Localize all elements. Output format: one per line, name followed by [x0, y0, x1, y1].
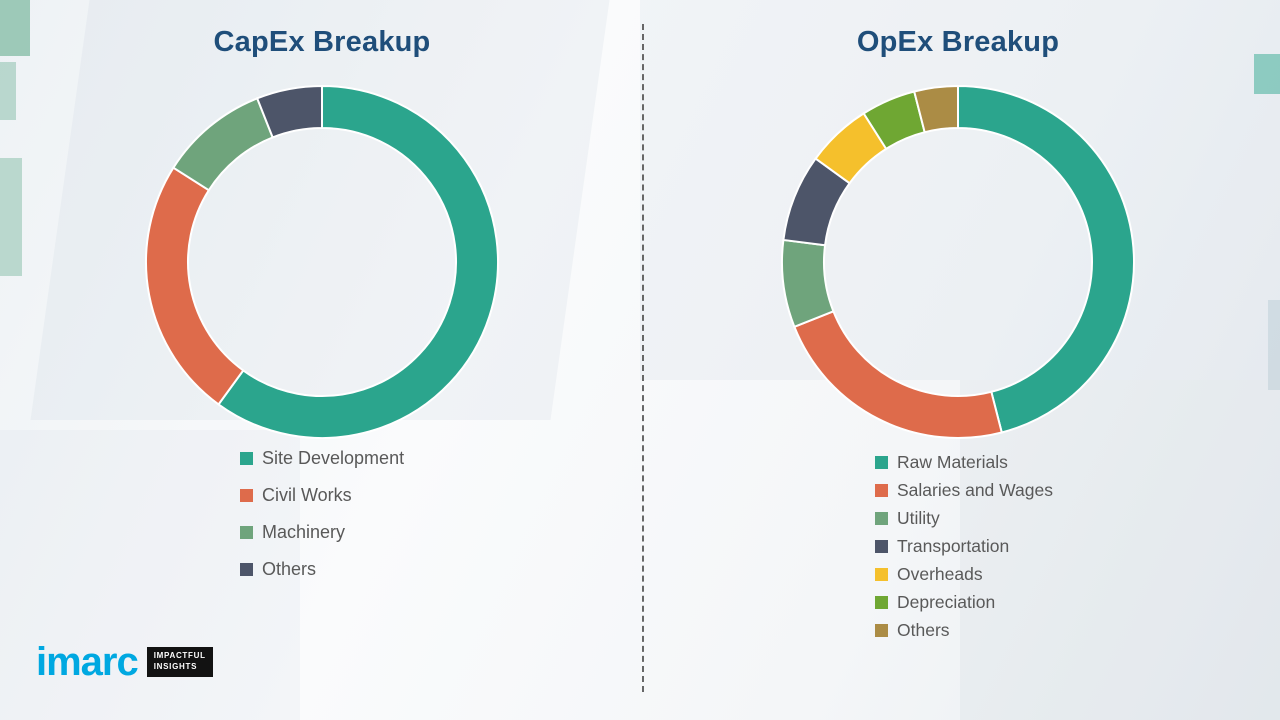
legend-swatch [875, 512, 888, 525]
legend-item-site-development: Site Development [240, 448, 404, 469]
opex-title: OpEx Breakup [856, 26, 1060, 58]
legend-item-others: Others [240, 559, 404, 580]
legend-label: Transportation [897, 536, 1010, 556]
legend-label: Utility [897, 508, 940, 528]
legend-item-raw-materials: Raw Materials [875, 452, 1053, 473]
donut-segment-salaries-and-wages [793, 310, 1003, 439]
section-divider [642, 24, 644, 692]
legend-label: Salaries and Wages [897, 480, 1053, 500]
legend-label: Civil Works [262, 485, 352, 505]
legend-label: Site Development [262, 448, 405, 468]
capex-donut-chart [145, 84, 499, 439]
imarc-logo: imarc IMPACTFUL INSIGHTS [36, 642, 213, 682]
opex-legend: Raw Materials Salaries and Wages Utility Tr… [875, 452, 1053, 641]
capex-title: CapEx Breakup [213, 26, 431, 58]
imarc-tagline: IMPACTFUL INSIGHTS [146, 647, 213, 677]
background-decoration [0, 0, 30, 56]
background-decoration [0, 62, 16, 120]
legend-swatch [240, 526, 253, 539]
donut-segment-utility [781, 238, 835, 329]
legend-swatch [875, 540, 888, 553]
background-decoration [0, 158, 22, 276]
background-decoration [1254, 54, 1280, 94]
donut-segment-machinery [172, 97, 274, 192]
legend-label: Depreciation [897, 592, 996, 612]
imarc-wordmark: imarc [36, 640, 139, 684]
legend-swatch [875, 568, 888, 581]
legend-label: Raw Materials [897, 452, 1008, 472]
donut-segment-others [913, 84, 959, 134]
legend-label: Others [262, 559, 317, 579]
legend-item-transportation: Transportation [875, 536, 1053, 557]
legend-swatch [875, 456, 888, 469]
legend-item-machinery: Machinery [240, 522, 404, 543]
donut-segment-site-development [217, 84, 499, 439]
background-decoration [1268, 300, 1280, 390]
legend-item-salaries-and-wages: Salaries and Wages [875, 480, 1053, 501]
legend-item-depreciation: Depreciation [875, 592, 1053, 613]
tagline-line1: IMPACTFUL [153, 651, 206, 661]
donut-segment-others [255, 84, 323, 139]
legend-swatch [240, 452, 253, 465]
legend-item-others: Others [875, 620, 1053, 641]
capex-legend: Site Development Civil Works Machinery Othe… [240, 448, 404, 580]
legend-label: Machinery [262, 522, 346, 542]
donut-segment-civil-works [145, 166, 245, 406]
donut-segment-raw-materials [957, 84, 1135, 434]
tagline-line2: INSIGHTS [153, 662, 198, 671]
legend-swatch [875, 596, 888, 609]
legend-swatch [240, 489, 253, 502]
legend-item-civil-works: Civil Works [240, 485, 404, 506]
legend-item-overheads: Overheads [875, 564, 1053, 585]
legend-label: Overheads [897, 564, 983, 584]
legend-swatch [875, 624, 888, 637]
legend-swatch [875, 484, 888, 497]
legend-label: Others [897, 620, 950, 640]
opex-donut-chart [781, 84, 1135, 439]
legend-item-utility: Utility [875, 508, 1053, 529]
legend-swatch [240, 563, 253, 576]
